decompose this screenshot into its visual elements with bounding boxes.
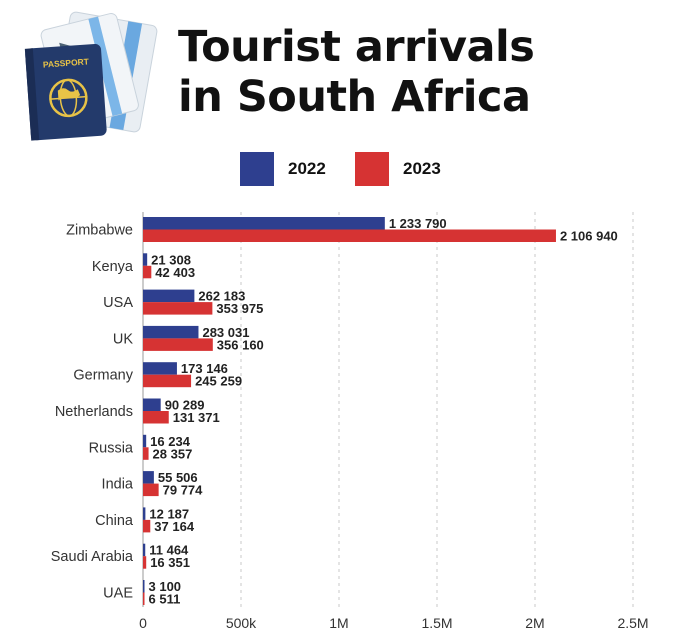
data-label-2022: 21 308 — [151, 252, 191, 267]
data-label-2022: 1 233 790 — [389, 216, 447, 231]
bar-2022 — [143, 580, 145, 593]
data-label-2023: 16 351 — [150, 555, 190, 570]
bar-chart: 0 500k 1M 1.5M 2M 2.5M Zimbabwe 1 233 790 2 106 … — [51, 212, 649, 631]
data-label-2023: 28 357 — [153, 446, 193, 461]
x-tick-label: 2M — [525, 615, 544, 631]
passport-text: PASSPORT — [43, 56, 91, 69]
data-label-2022: 262 183 — [198, 289, 245, 304]
category-label: Kenya — [92, 259, 134, 275]
category-label: Zimbabwe — [66, 223, 133, 239]
bar-2022 — [143, 507, 146, 520]
legend-label-2022: 2022 — [288, 159, 326, 178]
data-label-2022: 55 506 — [158, 470, 198, 485]
bar-2022 — [143, 543, 146, 557]
bar-2023 — [143, 374, 192, 388]
bar-2022 — [143, 434, 147, 448]
category-label: India — [102, 477, 134, 493]
category-label: Saudi Arabia — [51, 549, 134, 565]
chart-title: Tourist arrivals in South Africa — [178, 22, 535, 122]
category-label: UAE — [103, 586, 133, 602]
legend-label-2023: 2023 — [403, 159, 441, 178]
bar-2023 — [143, 265, 152, 279]
x-tick-label: 1M — [329, 615, 348, 631]
data-label-2022: 16 234 — [150, 434, 191, 449]
bar-2022 — [143, 471, 154, 484]
data-label-2022: 283 031 — [202, 325, 249, 340]
category-label: Russia — [89, 440, 134, 456]
bar-2023 — [143, 302, 213, 315]
legend-swatch-2022 — [240, 152, 274, 186]
x-tick-label: 2.5M — [617, 615, 648, 631]
passport-and-tickets-icon: PASSPORT — [22, 8, 162, 143]
bar-2022 — [143, 362, 177, 375]
bar-2023 — [143, 483, 159, 497]
data-label-2023: 6 511 — [149, 592, 181, 607]
bar-2023 — [143, 519, 151, 533]
title-line-2: in South Africa — [178, 72, 531, 122]
data-label-2022: 3 100 — [149, 579, 182, 594]
data-label-2023: 245 259 — [195, 374, 242, 389]
bar-2022 — [143, 217, 385, 230]
data-label-2022: 12 187 — [149, 506, 189, 521]
bar-2022 — [143, 253, 148, 266]
bar-2023 — [143, 447, 149, 460]
bar-2023 — [143, 592, 145, 605]
data-label-2023: 37 164 — [154, 519, 195, 534]
bar-2022 — [143, 289, 195, 303]
data-label-2022: 11 464 — [149, 543, 189, 558]
category-label: Germany — [73, 368, 133, 384]
title-line-1: Tourist arrivals — [178, 22, 535, 72]
category-label: UK — [113, 331, 133, 347]
bar-2023 — [143, 229, 556, 242]
x-tick-label: 1.5M — [421, 615, 452, 631]
bar-2023 — [143, 556, 147, 569]
data-label-2023: 353 975 — [216, 301, 263, 316]
data-label-2023: 42 403 — [155, 265, 195, 280]
bar-2023 — [143, 411, 169, 424]
header: PASSPORT Tourist arrivals in South Afric… — [0, 0, 696, 200]
legend: 2022 2023 — [240, 152, 470, 190]
category-label: USA — [103, 295, 133, 311]
data-label-2023: 2 106 940 — [560, 229, 618, 244]
x-tick-label: 0 — [139, 615, 147, 631]
data-label-2022: 90 289 — [165, 398, 205, 413]
x-tick-label: 500k — [226, 615, 257, 631]
data-label-2023: 131 371 — [173, 410, 220, 425]
category-label: Netherlands — [55, 404, 133, 420]
category-label: China — [95, 513, 134, 529]
bar-2022 — [143, 325, 199, 339]
bar-2022 — [143, 398, 161, 411]
legend-swatch-2023 — [355, 152, 389, 186]
bar-2023 — [143, 338, 213, 351]
data-label-2023: 356 160 — [217, 337, 264, 352]
data-label-2023: 79 774 — [163, 483, 204, 498]
data-label-2022: 173 146 — [181, 361, 228, 376]
